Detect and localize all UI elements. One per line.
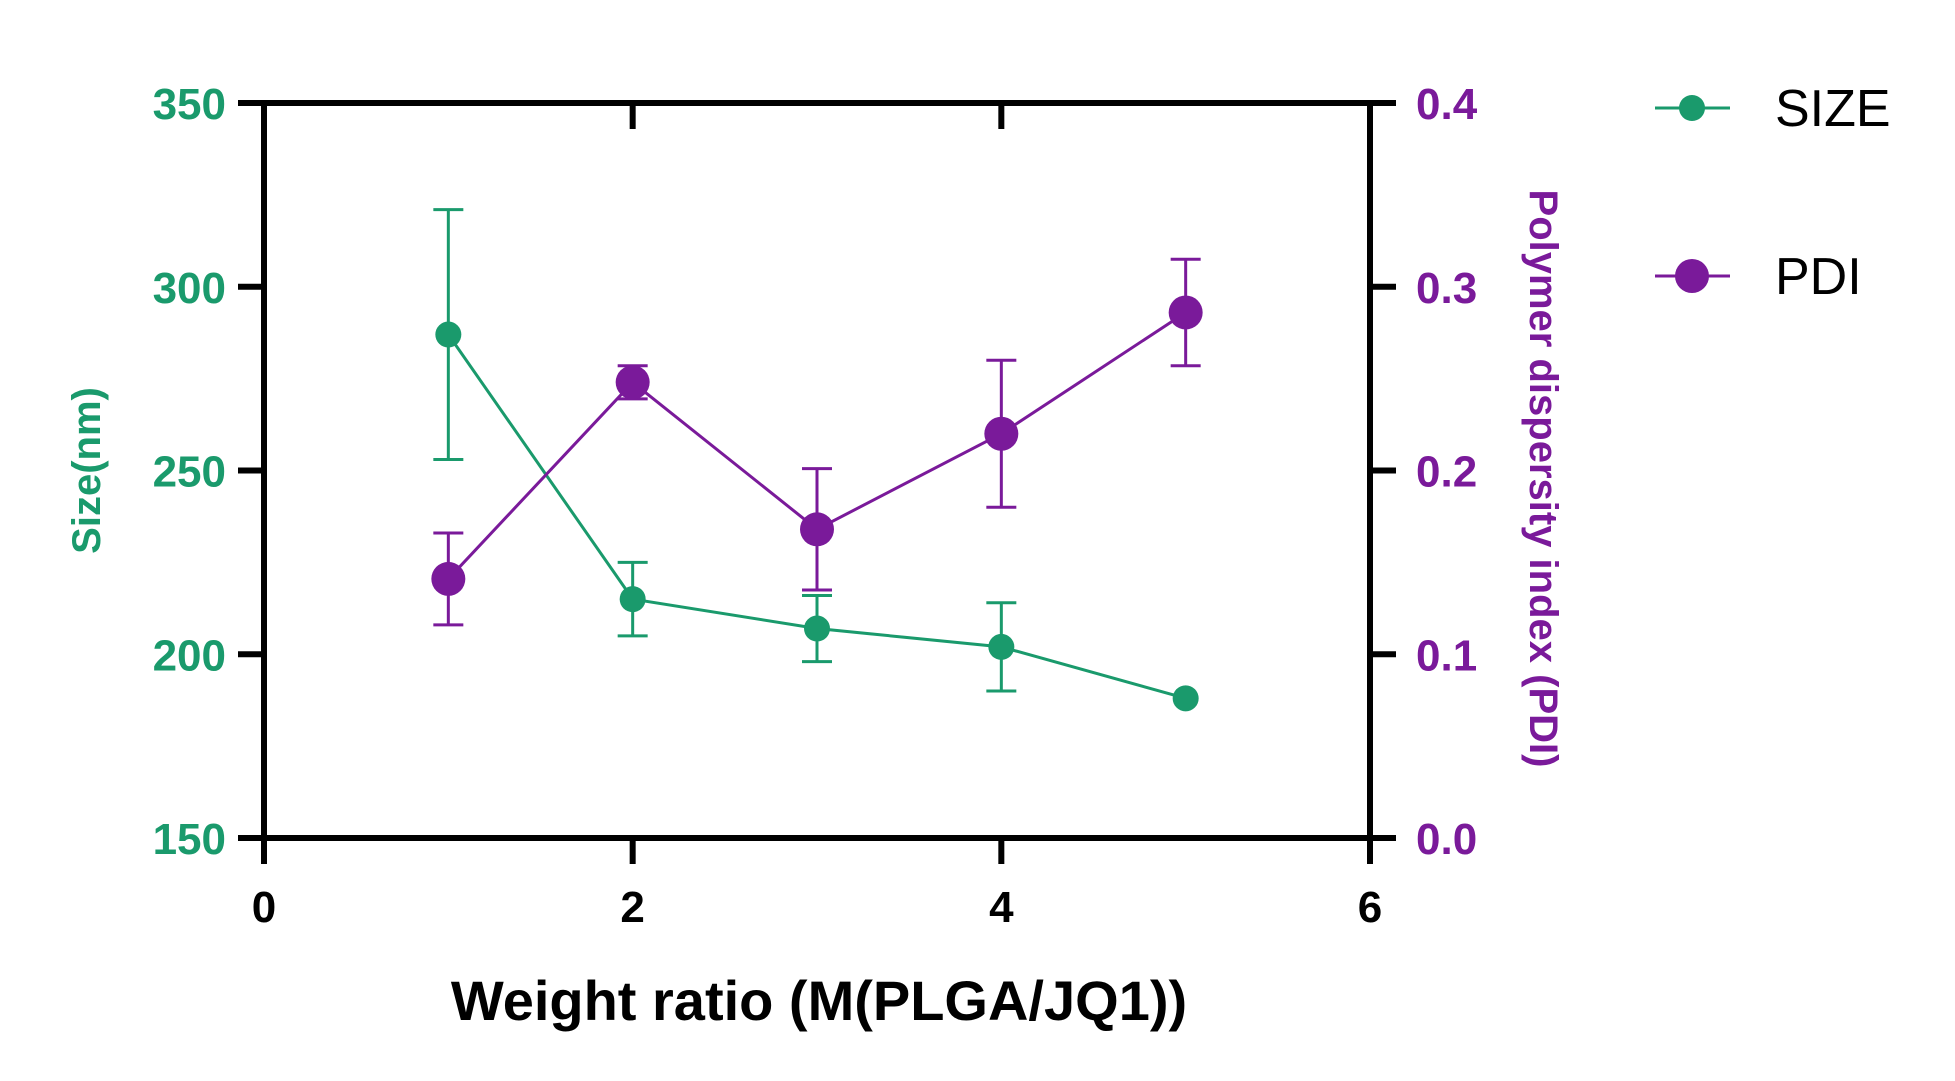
data-point-pdi <box>984 416 1019 451</box>
y2-tick-label: 0.0 <box>1416 815 1477 864</box>
y2-tick-label: 0.2 <box>1416 448 1477 497</box>
y2-tick-label: 0.3 <box>1416 264 1477 313</box>
data-point-size <box>988 633 1015 660</box>
data-point-pdi <box>615 365 650 400</box>
y-tick-label: 300 <box>153 264 226 313</box>
y-tick-label: 200 <box>153 631 226 680</box>
data-point-size <box>435 321 462 348</box>
legend-label-size: SIZE <box>1775 80 1891 138</box>
y2-tick-label: 0.4 <box>1416 80 1478 129</box>
x-tick-label: 0 <box>252 883 276 932</box>
y-axis-label: Size(nm) <box>65 387 109 554</box>
y-tick-label: 350 <box>153 80 226 129</box>
legend-label-pdi: PDI <box>1775 248 1862 306</box>
x-tick-label: 2 <box>620 883 644 932</box>
data-point-pdi <box>431 561 466 596</box>
x-axis-label: Weight ratio (M(PLGA/JQ1)) <box>451 969 1187 1032</box>
x-tick-label: 6 <box>1358 883 1382 932</box>
legend-marker-size <box>1679 95 1705 121</box>
y2-tick-label: 0.1 <box>1416 631 1477 680</box>
legend: SIZE PDI <box>1655 80 1891 306</box>
data-point-pdi <box>800 512 834 547</box>
data-point-size <box>1172 685 1199 712</box>
x-tick-label: 4 <box>989 883 1014 932</box>
y-tick-label: 150 <box>153 815 226 864</box>
data-point-size <box>804 615 830 642</box>
y-tick-label: 250 <box>153 448 226 497</box>
data-point-size <box>619 586 646 613</box>
data-point-pdi <box>1168 295 1203 330</box>
legend-marker-pdi <box>1675 259 1709 293</box>
axes: 150 200 250 300 350 0.0 0.1 0.2 0.3 0.4 0 2 4 6 <box>153 80 1478 932</box>
y2-axis-label: Polymer dispersity index (PDI) <box>1521 190 1565 768</box>
data-points <box>431 295 1203 712</box>
